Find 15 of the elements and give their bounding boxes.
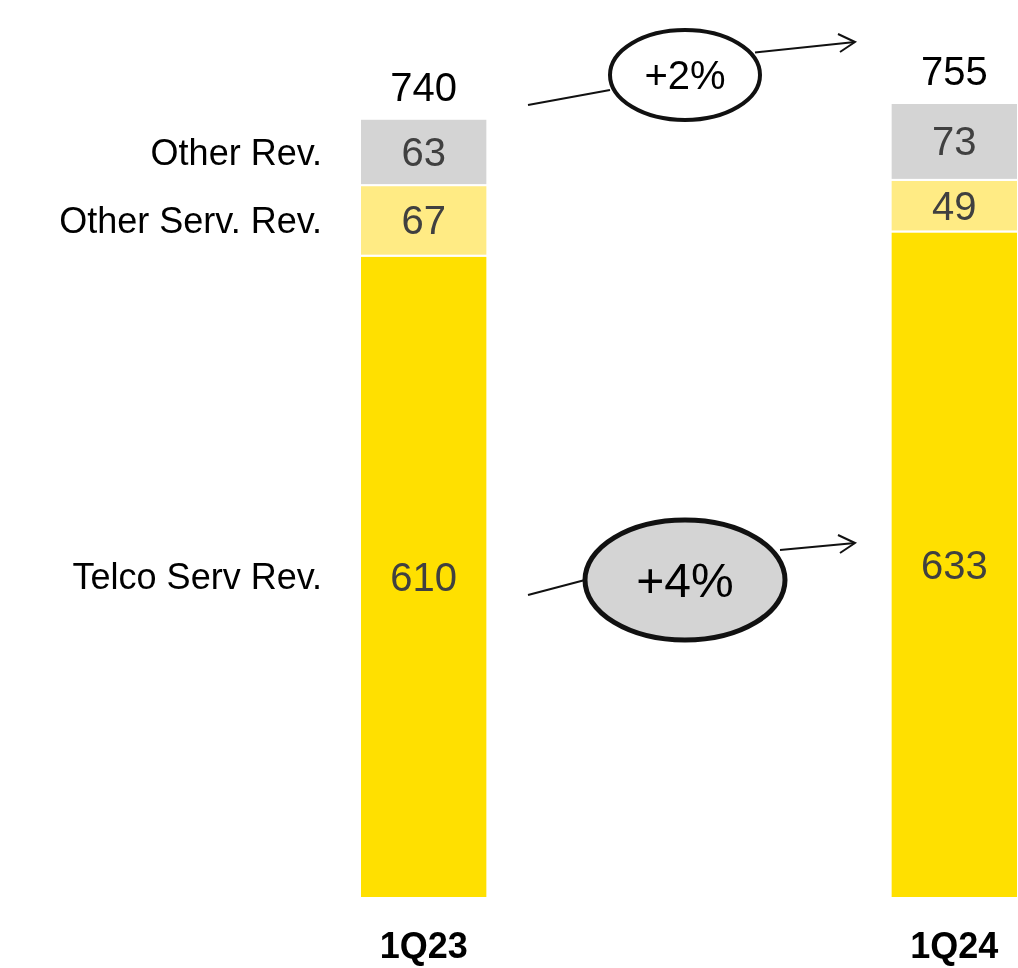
text: +2% [644, 53, 726, 97]
x-tick-label: 1Q23 [379, 924, 468, 966]
data-label: 67 [401, 198, 446, 243]
series-label: Other Rev. [150, 131, 322, 173]
annotation: +4% [636, 553, 734, 607]
data-label: 633 [920, 542, 988, 587]
x-tick-label: 1Q24 [910, 924, 999, 966]
data-label: 63 [401, 129, 446, 174]
data-label: 49 [932, 183, 977, 228]
total-label: 755 [920, 49, 988, 93]
data-label: 73 [932, 119, 977, 164]
data-label: 610 [390, 554, 458, 599]
series-label: Telco Serv Rev. [72, 556, 322, 598]
total-label: 740 [390, 64, 458, 109]
series-label: Other Serv. Rev. [59, 200, 322, 242]
